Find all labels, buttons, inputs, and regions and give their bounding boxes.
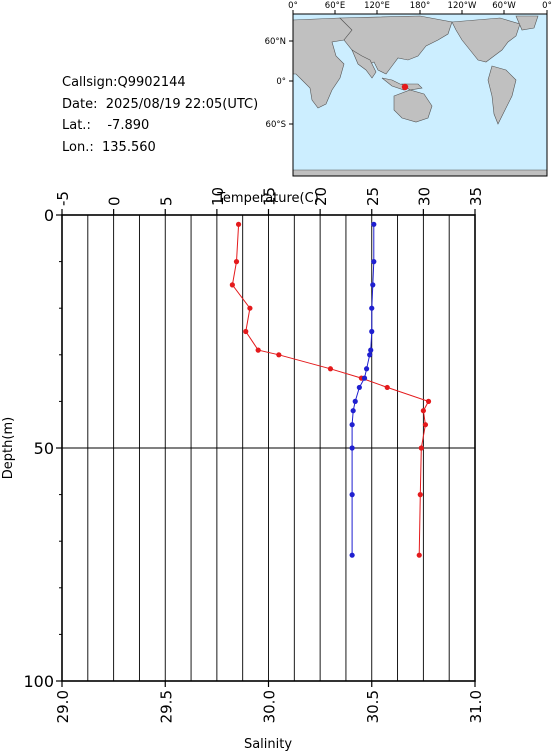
salinity-line: [351, 224, 375, 556]
map-land: [292, 15, 548, 177]
temperature-point: [425, 398, 432, 404]
salinity-point: [361, 375, 368, 381]
salinity-point: [369, 305, 375, 311]
map-top-tick-label: 60°E: [325, 1, 345, 11]
salinity-tick-label: 29.0: [54, 690, 72, 723]
depth-tick-label: 50: [34, 439, 54, 458]
map-left-tick-label: 60°S: [266, 120, 286, 130]
salinity-point: [350, 408, 356, 414]
salinity-point: [356, 384, 362, 391]
salinity-point: [349, 552, 355, 558]
land-antarctica: [292, 169, 548, 177]
temperature-point: [276, 352, 282, 358]
depth-tick-label: 0: [44, 206, 54, 225]
temperature-point: [417, 492, 423, 498]
float-position-marker: [401, 83, 409, 91]
map-left-ticks: 60°N 0° 60°S: [265, 37, 293, 130]
salinity-tick-label: 30.0: [261, 690, 279, 723]
map-top-tick-label: 120°W: [448, 1, 477, 11]
series-layer: [229, 221, 432, 558]
date-label: Date:: [62, 96, 98, 112]
map-top-ticks: 0° 60°E 120°E 180° 120°W 60°W 0°: [288, 1, 552, 14]
salinity-point: [371, 221, 377, 227]
temperature-point: [420, 408, 426, 414]
temperature-point: [247, 305, 253, 311]
temperature-point: [233, 259, 240, 265]
salinity-tick-label: 29.5: [157, 690, 175, 723]
salinity-point: [349, 422, 355, 428]
land-south-america: [487, 65, 517, 125]
map-top-tick-label: 0°: [542, 1, 552, 11]
lon-row: Lon.: 135.560: [62, 137, 258, 159]
salinity-point: [363, 366, 370, 372]
lat-row: Lat.: -7.890: [62, 115, 258, 137]
date-row: Date: 2025/08/19 22:05(UTC): [62, 94, 258, 116]
salinity-point: [369, 328, 375, 335]
lat-label: Lat.:: [62, 118, 91, 133]
salinity-point: [368, 347, 374, 353]
salinity-point: [367, 352, 373, 358]
map-top-tick-label: 120°E: [364, 1, 390, 11]
salinity-point: [349, 492, 355, 498]
world-map: 0° 60°E 120°E 180° 120°W 60°W 0° 60°N 0° 60°S: [265, 1, 552, 177]
salinity-tick-label: 30.5: [364, 690, 382, 723]
salinity-series: [349, 221, 377, 558]
salinity-axis-label: Salinity: [244, 737, 292, 751]
station-info: Callsign:Q9902144 Date: 2025/08/19 22:05…: [62, 72, 258, 158]
depth-axis-label: Depth(m): [1, 417, 16, 479]
temperature-point: [422, 422, 429, 428]
temperature-point: [327, 366, 334, 372]
lon-value: 135.560: [102, 139, 156, 155]
temperature-series: [229, 221, 432, 558]
callsign-row: Callsign:Q9902144: [62, 72, 258, 94]
callsign-value: Q9902144: [117, 75, 186, 90]
temperature-point: [235, 221, 242, 227]
land-australia: [393, 89, 433, 123]
land-greenland: [515, 15, 539, 31]
depth-tick-label: 100: [23, 672, 54, 691]
map-left-tick-label: 60°N: [265, 37, 286, 47]
salinity-point: [370, 282, 376, 288]
temperature-point: [384, 384, 390, 391]
temperature-point: [416, 552, 422, 558]
date-value: 2025/08/19 22:05(UTC): [105, 96, 259, 112]
temperature-line: [231, 224, 430, 556]
lat-value: -7.890: [107, 118, 150, 133]
temperature-point: [255, 347, 261, 353]
salinity-point: [349, 445, 355, 451]
temperature-point: [358, 375, 365, 381]
salinity-tick-label: 31.0: [467, 690, 485, 723]
temperature-point: [243, 328, 249, 335]
callsign-label: Callsign:: [62, 75, 118, 90]
map-top-tick-label: 180°: [410, 1, 430, 11]
plot-frame: [61, 214, 476, 682]
salinity-point: [352, 398, 358, 404]
salinity-point: [371, 259, 377, 265]
map-top-tick-label: 60°W: [492, 1, 516, 11]
land-india: [351, 49, 377, 79]
temperature-point: [229, 282, 235, 288]
map-top-tick-label: 0°: [288, 1, 298, 11]
temperature-point: [418, 445, 424, 451]
plot-grid: [61, 215, 476, 681]
map-left-tick-label: 0°: [276, 77, 286, 87]
lon-label: Lon.:: [62, 139, 94, 155]
